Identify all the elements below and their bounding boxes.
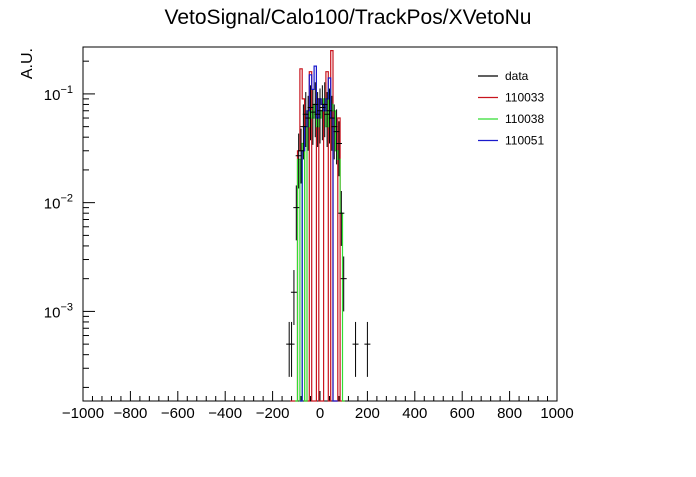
data-point: [364, 321, 371, 377]
legend-item: 110033: [478, 91, 544, 105]
y-axis-label: A.U.: [19, 48, 36, 79]
y-tick-label: 10−1: [44, 84, 73, 104]
x-tick-label: 1000: [540, 405, 573, 422]
data-point: [290, 270, 297, 325]
x-tick-label: −400: [208, 405, 242, 422]
data-point: [288, 321, 295, 377]
x-tick-label: 0: [316, 405, 324, 422]
x-tick-label: 600: [450, 405, 475, 422]
chart-title: VetoSignal/Calo100/TrackPos/XVetoNu: [165, 6, 532, 29]
x-tick-label: 800: [497, 405, 522, 422]
x-tick-label: −600: [161, 405, 195, 422]
legend-item: 110038: [478, 112, 544, 126]
legend-item: 110051: [478, 134, 544, 148]
legend-label: 110051: [505, 134, 544, 148]
x-tick-label: −800: [114, 405, 148, 422]
legend-item: data: [478, 69, 529, 83]
legend-label: 110033: [505, 91, 544, 105]
x-tick-label: 200: [355, 405, 380, 422]
data-point: [335, 121, 342, 177]
series-110051-line: [299, 65, 338, 402]
data-point: [340, 256, 347, 312]
y-tick-label: 10−3: [44, 301, 73, 321]
x-tick-label: −200: [256, 405, 290, 422]
data-point: [338, 190, 345, 246]
legend-label: 110038: [505, 112, 544, 126]
data-point: [293, 185, 300, 241]
x-tick-label: −1000: [62, 405, 104, 422]
legend: data 110033 110038 110051: [478, 69, 544, 148]
y-tick-label: 10−2: [44, 193, 73, 213]
series-layer: [286, 50, 371, 402]
data-point: [352, 321, 359, 377]
axes-layer: −1000 −800 −600 −400 −200 0 200 400 600 800 1000 10…: [44, 60, 574, 422]
x-tick-label: 400: [402, 405, 427, 422]
legend-label: data: [505, 69, 529, 83]
